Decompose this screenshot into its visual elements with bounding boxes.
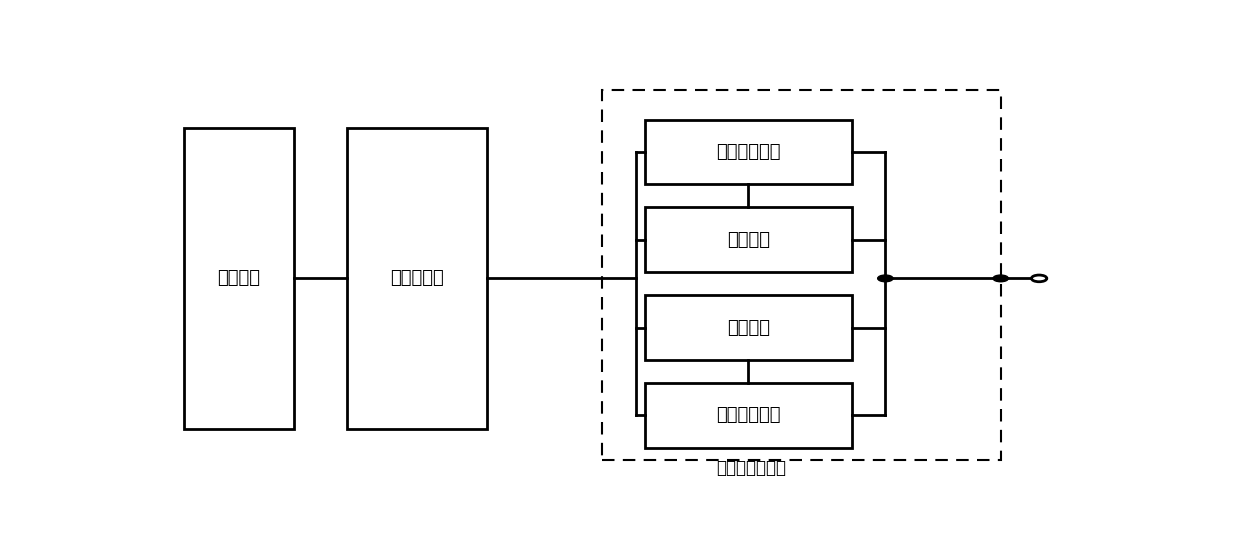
Bar xyxy=(601,90,1001,460)
Bar xyxy=(645,295,852,360)
Text: 电流镜模块: 电流镜模块 xyxy=(391,269,444,287)
Circle shape xyxy=(878,275,893,282)
Text: 充电单元: 充电单元 xyxy=(727,231,770,249)
Bar xyxy=(184,128,294,429)
Bar xyxy=(645,119,852,184)
Bar xyxy=(645,383,852,448)
Circle shape xyxy=(993,275,1008,282)
Bar xyxy=(645,207,852,272)
Text: 充电控制单元: 充电控制单元 xyxy=(717,143,781,161)
Text: 充放电匹配模块: 充放电匹配模块 xyxy=(715,459,786,477)
Text: 偏置模块: 偏置模块 xyxy=(217,269,260,287)
Circle shape xyxy=(1032,275,1047,282)
Text: 放电单元: 放电单元 xyxy=(727,319,770,337)
Bar xyxy=(347,128,486,429)
Text: 放电控制单元: 放电控制单元 xyxy=(717,406,781,424)
